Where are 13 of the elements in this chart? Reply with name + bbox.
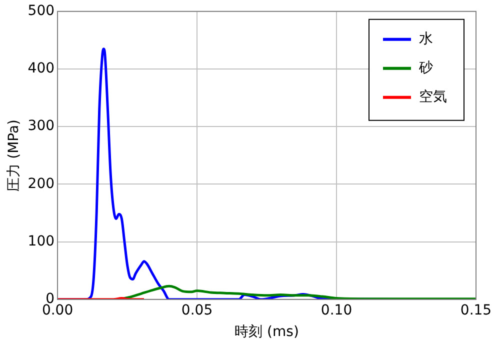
y-axis-title: 圧力 (MPa): [6, 119, 22, 192]
y-tick-label: 500: [28, 3, 55, 20]
x-tick-label: 0.05: [181, 302, 213, 318]
x-axis-title: 時刻 (ms): [234, 324, 299, 340]
y-tick-label: 200: [28, 176, 55, 192]
y-tick-label: 100: [28, 233, 55, 250]
legend-label: 空気: [419, 89, 447, 106]
y-tick-label: 400: [28, 60, 55, 77]
legend-label: 砂: [418, 60, 433, 76]
y-tick-label: 300: [28, 118, 55, 134]
x-tick-label: 0.15: [460, 302, 492, 318]
x-tick-label: 0.10: [320, 302, 352, 318]
legend-label: 水: [419, 31, 433, 48]
